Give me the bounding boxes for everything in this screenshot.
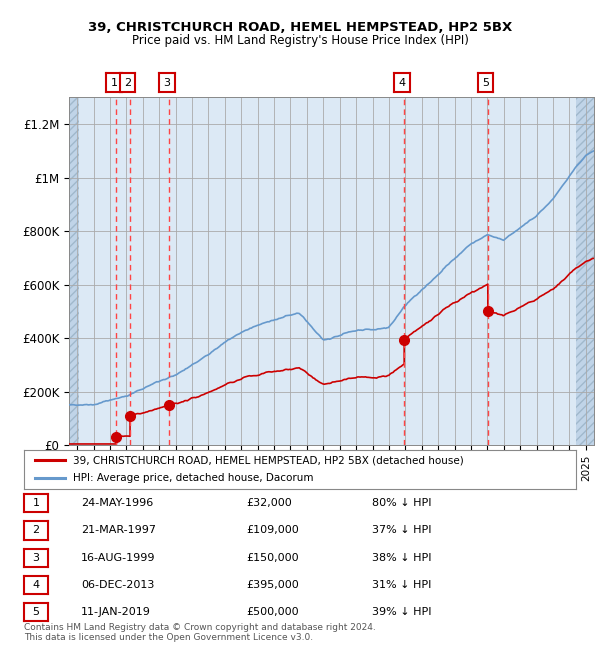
Text: 3: 3 [164,77,170,88]
Text: 24-MAY-1996: 24-MAY-1996 [81,498,153,508]
Text: 4: 4 [398,77,406,88]
Text: £395,000: £395,000 [246,580,299,590]
Text: 11-JAN-2019: 11-JAN-2019 [81,607,151,618]
Text: 39, CHRISTCHURCH ROAD, HEMEL HEMPSTEAD, HP2 5BX: 39, CHRISTCHURCH ROAD, HEMEL HEMPSTEAD, … [88,21,512,34]
Text: 5: 5 [482,77,489,88]
Text: £150,000: £150,000 [246,552,299,563]
Text: 38% ↓ HPI: 38% ↓ HPI [372,552,431,563]
Text: HPI: Average price, detached house, Dacorum: HPI: Average price, detached house, Daco… [73,473,313,483]
Text: 31% ↓ HPI: 31% ↓ HPI [372,580,431,590]
Text: 80% ↓ HPI: 80% ↓ HPI [372,498,431,508]
Bar [576,98,594,445]
Text: 4: 4 [32,580,40,590]
Text: 5: 5 [32,607,40,618]
Text: 2: 2 [124,77,131,88]
Text: 06-DEC-2013: 06-DEC-2013 [81,580,154,590]
Text: 39% ↓ HPI: 39% ↓ HPI [372,607,431,618]
Text: 3: 3 [32,552,40,563]
Text: 21-MAR-1997: 21-MAR-1997 [81,525,156,536]
Text: Price paid vs. HM Land Registry's House Price Index (HPI): Price paid vs. HM Land Registry's House … [131,34,469,47]
Text: 1: 1 [32,498,40,508]
Text: 16-AUG-1999: 16-AUG-1999 [81,552,155,563]
Text: £500,000: £500,000 [246,607,299,618]
Text: £109,000: £109,000 [246,525,299,536]
Text: 2: 2 [32,525,40,536]
Text: 37% ↓ HPI: 37% ↓ HPI [372,525,431,536]
Text: £32,000: £32,000 [246,498,292,508]
Text: Contains HM Land Registry data © Crown copyright and database right 2024.
This d: Contains HM Land Registry data © Crown c… [24,623,376,642]
Text: 1: 1 [110,77,118,88]
Bar [69,98,79,445]
Text: 39, CHRISTCHURCH ROAD, HEMEL HEMPSTEAD, HP2 5BX (detached house): 39, CHRISTCHURCH ROAD, HEMEL HEMPSTEAD, … [73,456,463,465]
